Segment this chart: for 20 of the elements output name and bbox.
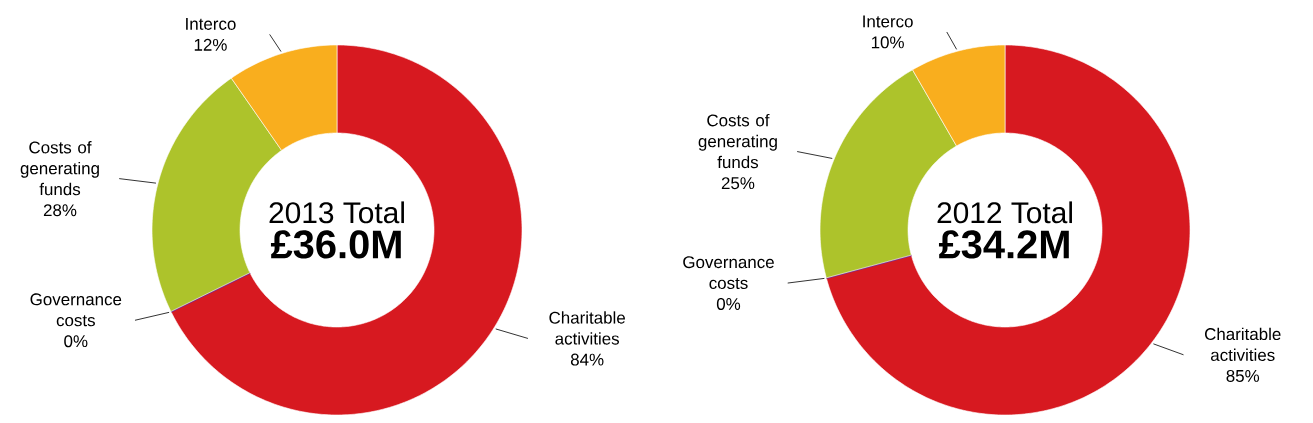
slice-label: Charitable activities <box>549 311 625 345</box>
slice-label: Interco <box>186 18 236 30</box>
category-label: Governance costs <box>30 293 122 327</box>
slice-label: Interco <box>863 15 913 28</box>
category-label: Governance costs <box>683 256 774 290</box>
text: £34.2M <box>938 230 1069 259</box>
text: 2013 Total <box>269 201 404 224</box>
data-label: 28% <box>43 204 77 217</box>
data-label: 10% <box>871 36 904 49</box>
slice-label: Charitable activities <box>1204 327 1281 362</box>
text: 2012 Total <box>937 201 1072 224</box>
data-label: 85% <box>1226 369 1260 382</box>
text: £36.0M <box>270 230 401 259</box>
text: 0% <box>716 297 741 310</box>
slice-label: Costs of generating funds <box>698 113 777 169</box>
data-label: 84% <box>570 353 604 366</box>
text: 0% <box>64 335 88 348</box>
slice-label: Costs of generating funds <box>20 141 99 196</box>
data-label: 12% <box>194 38 227 51</box>
data-label: 25% <box>721 177 755 190</box>
